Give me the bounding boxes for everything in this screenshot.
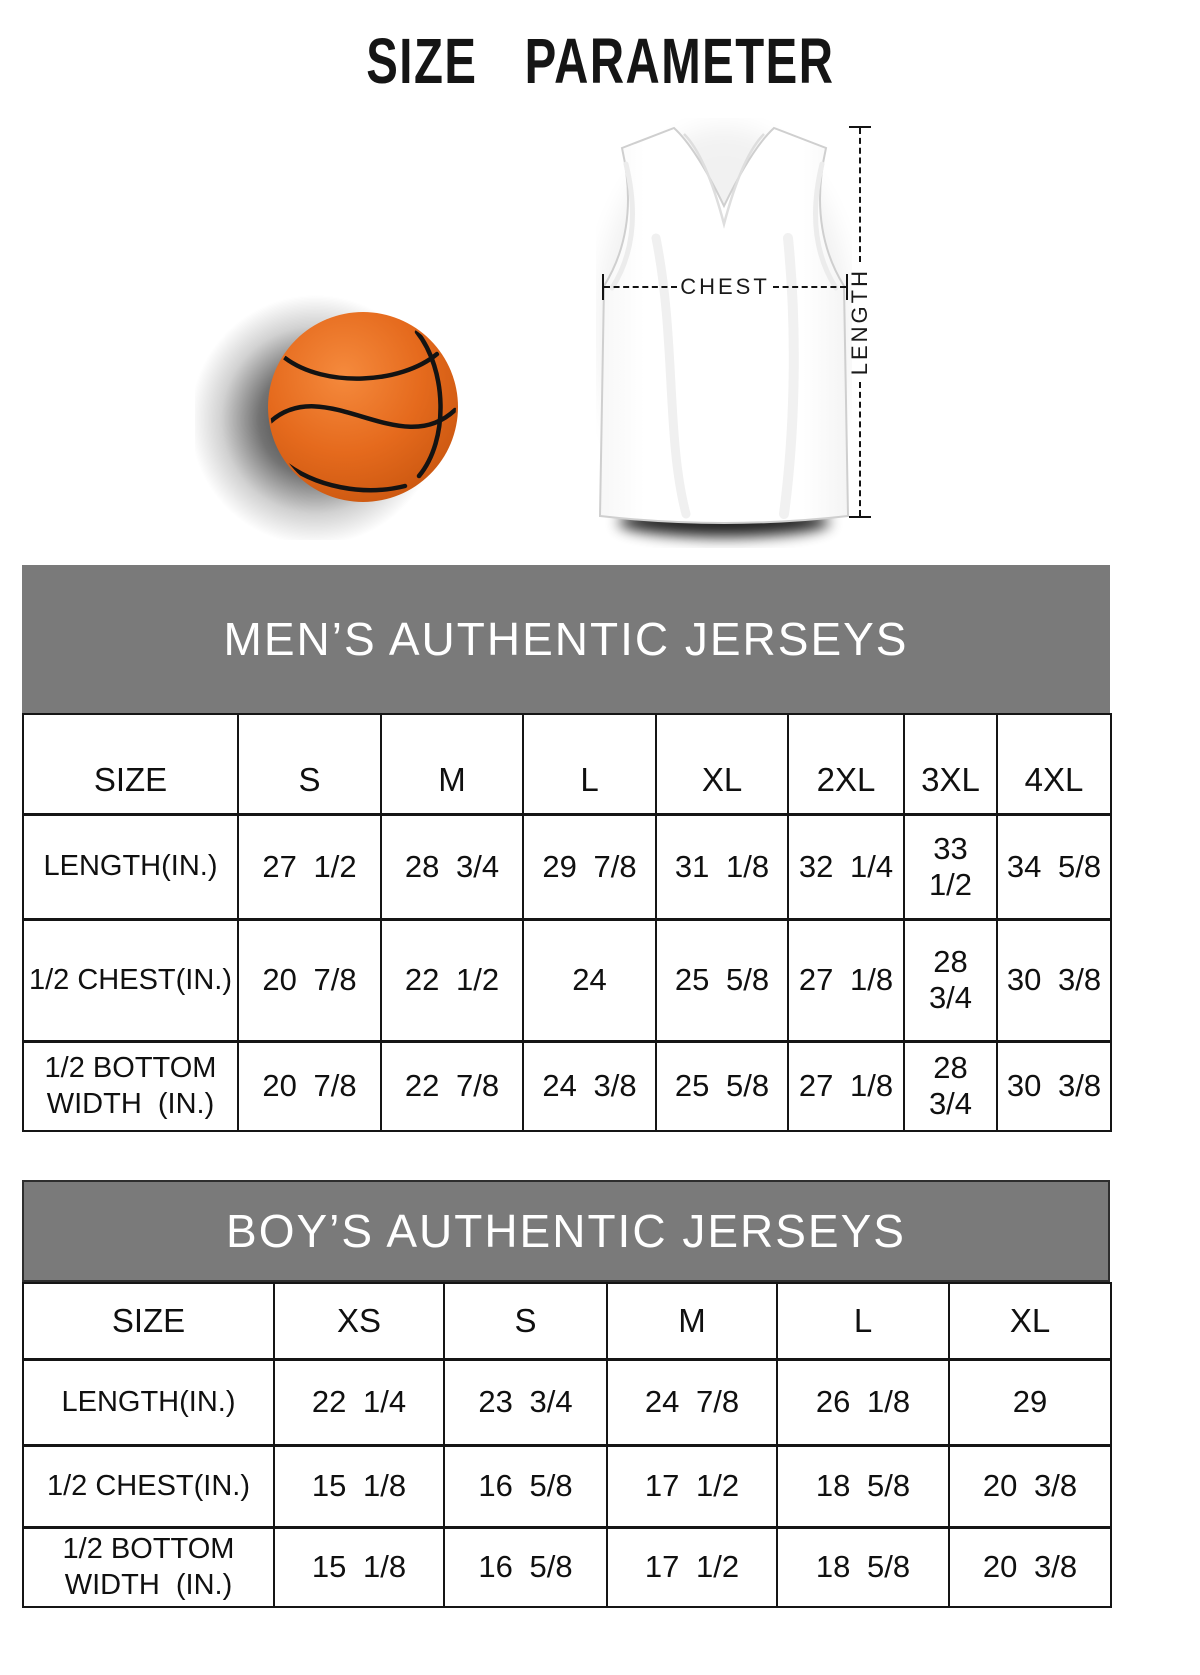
boys-bottom-width-value: 15 1/8	[273, 1525, 445, 1608]
mens-col-l: L	[522, 713, 657, 815]
boys-bottom-width-label: 1/2 BOTTOM WIDTH (IN.)	[22, 1525, 275, 1608]
mens-length-value: 34 5/8	[996, 812, 1112, 920]
chest-dash-right	[772, 286, 846, 288]
boys-length-row: LENGTH(IN.) 22 1/4 23 3/4 24 7/8 26 1/8 …	[22, 1357, 1112, 1446]
mens-bottom-width-value: 24 3/8	[522, 1039, 657, 1132]
length-dash-top	[859, 128, 861, 263]
mens-bottom-width-value: 25 5/8	[655, 1039, 789, 1132]
boys-length-value: 24 7/8	[606, 1357, 778, 1446]
boys-header-row: SIZE XS S M L XL	[22, 1282, 1112, 1360]
mens-chest-value: 20 7/8	[237, 917, 382, 1042]
chest-dash-left	[604, 286, 678, 288]
length-dash-bottom	[859, 381, 861, 516]
chest-label: CHEST	[680, 274, 770, 299]
jersey-collar-band	[683, 133, 765, 229]
mens-bottom-width-row: 1/2 BOTTOM WIDTH (IN.) 20 7/8 22 7/8 24 …	[22, 1039, 1112, 1132]
jersey-image	[596, 126, 852, 537]
mens-length-value: 28 3/4	[380, 812, 524, 920]
mens-length-value: 27 1/2	[237, 812, 382, 920]
mens-size-header: SIZE	[22, 713, 239, 815]
boys-chest-value: 16 5/8	[443, 1443, 608, 1528]
mens-length-row: LENGTH(IN.) 27 1/2 28 3/4 29 7/8 31 1/8 …	[22, 812, 1112, 920]
length-label: LENGTH	[847, 268, 872, 376]
mens-chest-value: 27 1/8	[787, 917, 905, 1042]
mens-length-value: 29 7/8	[522, 812, 657, 920]
boys-length-value: 23 3/4	[443, 1357, 608, 1446]
mens-table-title: MEN’S AUTHENTIC JERSEYS	[223, 613, 909, 665]
chest-dimension-line: CHEST	[602, 274, 848, 300]
ball-body	[268, 312, 458, 502]
mens-chest-label: 1/2 CHEST(IN.)	[22, 917, 239, 1042]
boys-table-title: BOY’S AUTHENTIC JERSEYS	[226, 1205, 906, 1257]
mens-table-title-band: MEN’S AUTHENTIC JERSEYS	[22, 565, 1110, 713]
mens-length-value: 33 1/2	[903, 812, 998, 920]
boys-length-label: LENGTH(IN.)	[22, 1357, 275, 1446]
boys-size-table: SIZE XS S M L XL LENGTH(IN.) 22 1/4 23 3…	[22, 1282, 1112, 1608]
mens-col-3xl: 3XL	[903, 713, 998, 815]
boys-col-xl: XL	[948, 1282, 1112, 1360]
jersey-body	[598, 126, 850, 524]
basketball-image	[195, 295, 458, 540]
mens-col-m: M	[380, 713, 524, 815]
boys-length-value: 29	[948, 1357, 1112, 1446]
mens-length-value: 31 1/8	[655, 812, 789, 920]
mens-bottom-width-value: 30 3/8	[996, 1039, 1112, 1132]
boys-col-xs: XS	[273, 1282, 445, 1360]
chest-tick-right	[846, 274, 848, 300]
mens-bottom-width-label: 1/2 BOTTOM WIDTH (IN.)	[22, 1039, 239, 1132]
mens-chest-value: 25 5/8	[655, 917, 789, 1042]
mens-length-label: LENGTH(IN.)	[22, 812, 239, 920]
boys-length-value: 26 1/8	[776, 1357, 950, 1446]
boys-bottom-width-value: 17 1/2	[606, 1525, 778, 1608]
boys-col-m: M	[606, 1282, 778, 1360]
mens-chest-row: 1/2 CHEST(IN.) 20 7/8 22 1/2 24 25 5/8 2…	[22, 917, 1112, 1042]
boys-length-value: 22 1/4	[273, 1357, 445, 1446]
mens-chest-value: 30 3/8	[996, 917, 1112, 1042]
mens-bottom-width-value: 28 3/4	[903, 1039, 998, 1132]
boys-chest-label: 1/2 CHEST(IN.)	[22, 1443, 275, 1528]
mens-col-xl: XL	[655, 713, 789, 815]
length-tick-bottom	[849, 516, 871, 518]
boys-table-title-band: BOY’S AUTHENTIC JERSEYS	[22, 1180, 1110, 1282]
mens-bottom-width-value: 20 7/8	[237, 1039, 382, 1132]
mens-chest-value: 24	[522, 917, 657, 1042]
mens-header-row: SIZE S M L XL 2XL 3XL 4XL	[22, 713, 1112, 815]
boys-bottom-width-value: 18 5/8	[776, 1525, 950, 1608]
mens-col-s: S	[237, 713, 382, 815]
boys-chest-value: 15 1/8	[273, 1443, 445, 1528]
mens-size-table: SIZE S M L XL 2XL 3XL 4XL LENGTH(IN.) 27…	[22, 713, 1112, 1132]
boys-chest-value: 18 5/8	[776, 1443, 950, 1528]
boys-chest-value: 17 1/2	[606, 1443, 778, 1528]
mens-chest-value: 22 1/2	[380, 917, 524, 1042]
boys-size-header: SIZE	[22, 1282, 275, 1360]
boys-col-l: L	[776, 1282, 950, 1360]
boys-chest-value: 20 3/8	[948, 1443, 1112, 1528]
mens-bottom-width-value: 27 1/8	[787, 1039, 905, 1132]
mens-chest-value: 28 3/4	[903, 917, 998, 1042]
page-title: SIZE PARAMETER	[365, 25, 835, 97]
mens-col-2xl: 2XL	[787, 713, 905, 815]
jersey-folds	[609, 161, 839, 519]
boys-chest-row: 1/2 CHEST(IN.) 15 1/8 16 5/8 17 1/2 18 5…	[22, 1443, 1112, 1528]
mens-bottom-width-value: 22 7/8	[380, 1039, 524, 1132]
mens-col-4xl: 4XL	[996, 713, 1112, 815]
page-title-wrap: SIZE PARAMETER	[0, 24, 1200, 98]
length-dimension-line: LENGTH	[845, 126, 875, 518]
chest-tick-left	[602, 274, 604, 300]
boys-bottom-width-value: 20 3/8	[948, 1525, 1112, 1608]
boys-bottom-width-value: 16 5/8	[443, 1525, 608, 1608]
boys-col-s: S	[443, 1282, 608, 1360]
length-tick-top	[849, 126, 871, 128]
mens-length-value: 32 1/4	[787, 812, 905, 920]
boys-bottom-width-row: 1/2 BOTTOM WIDTH (IN.) 15 1/8 16 5/8 17 …	[22, 1525, 1112, 1608]
